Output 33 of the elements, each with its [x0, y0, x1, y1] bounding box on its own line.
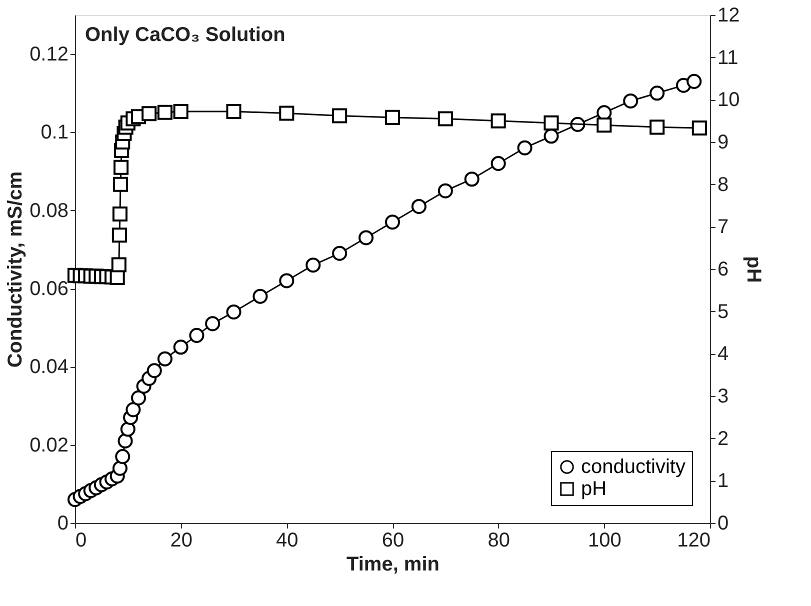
- y-axis-title: Conductivity, mS/cm: [4, 171, 27, 368]
- y-tick-label: 0.02: [30, 434, 68, 456]
- y-tick-label: 0.12: [30, 44, 68, 66]
- x-tick-label: 20: [170, 530, 192, 552]
- y2-tick-label: 9: [718, 132, 729, 154]
- y-tick-label: 0.1: [40, 122, 68, 144]
- y2-tick-label: 5: [718, 300, 729, 323]
- x-tick-label: 80: [488, 530, 510, 552]
- y2-tick-label: 4: [718, 343, 729, 366]
- y2-tick-label: 6: [718, 258, 729, 280]
- y2-tick-label: 11: [718, 46, 738, 69]
- y-tick-label: 0: [57, 512, 68, 534]
- y2-axis-title: pH: [742, 256, 765, 283]
- y2-tick-label: 10: [718, 89, 740, 112]
- y-tick-label: 0.04: [30, 356, 68, 378]
- chart-title: Only CaCO₃ Solution: [85, 24, 286, 46]
- y-tick-label: 0.06: [30, 278, 68, 300]
- y2-tick-label: 3: [718, 386, 729, 408]
- x-tick-label: 100: [588, 530, 622, 552]
- y2-tick-label: 12: [718, 4, 740, 26]
- y2-tick-label: 1: [718, 470, 729, 492]
- y2-tick-label: 7: [718, 216, 729, 238]
- y-tick-label: 0.08: [30, 200, 68, 222]
- legend-label: pH: [581, 478, 607, 500]
- y2-tick-label: 0: [718, 512, 729, 534]
- legend-label: conductivity: [581, 456, 686, 478]
- y2-tick-label: 8: [718, 174, 729, 196]
- x-axis-title: Time, min: [346, 554, 440, 576]
- x-tick-label: 60: [382, 530, 404, 552]
- x-tick-label: 0: [76, 530, 87, 552]
- x-tick-label: 40: [276, 530, 298, 552]
- x-tick-label: 120: [677, 530, 710, 552]
- y2-tick-label: 2: [718, 428, 729, 450]
